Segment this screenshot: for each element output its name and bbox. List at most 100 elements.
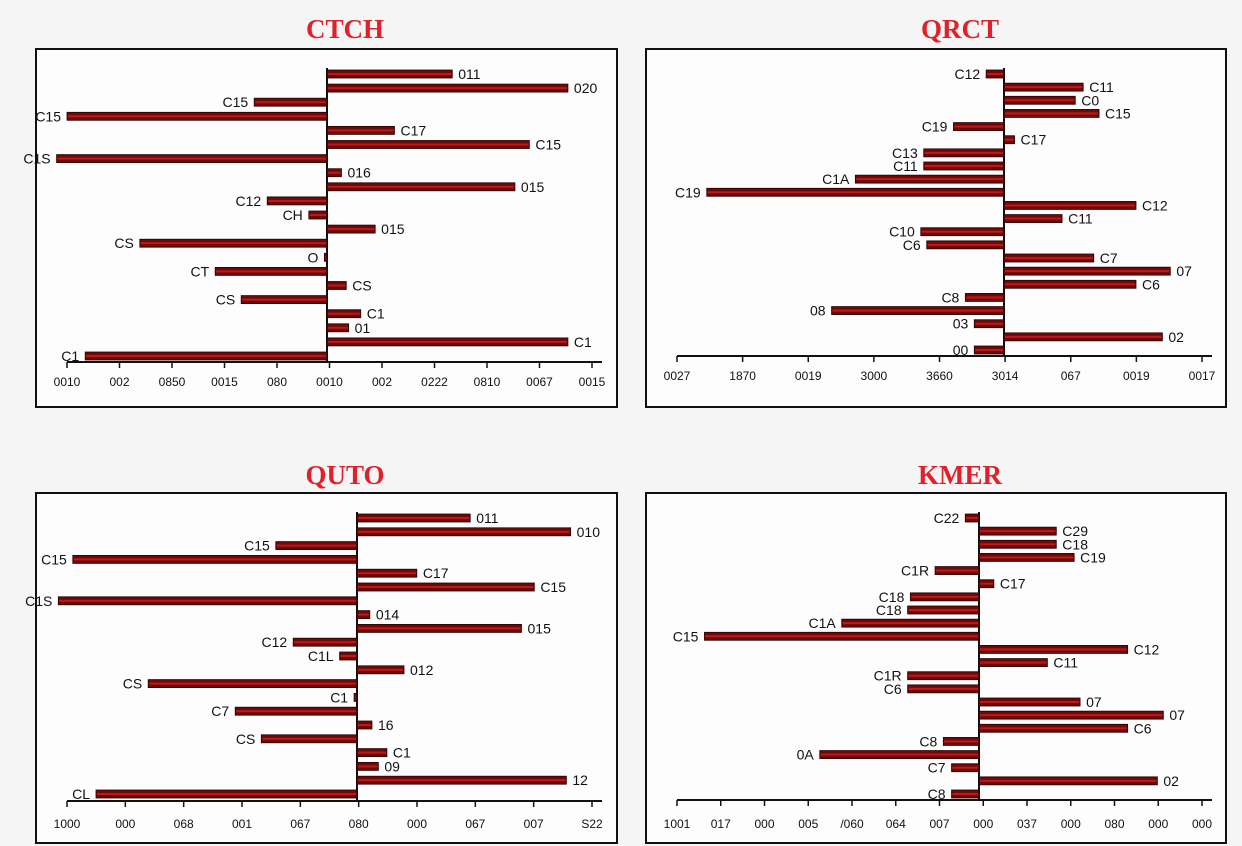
x-tick-label: 0010 bbox=[316, 375, 343, 389]
bar-highlight bbox=[358, 572, 416, 575]
bar-label: C11 bbox=[1053, 655, 1078, 671]
bar-highlight bbox=[980, 582, 993, 585]
bar-highlight bbox=[325, 256, 326, 259]
bar-highlight bbox=[358, 613, 369, 616]
bar-label: C11 bbox=[1089, 79, 1114, 95]
bar-highlight bbox=[980, 530, 1056, 533]
bar-highlight bbox=[980, 701, 1080, 703]
x-tick-label: 1000 bbox=[54, 817, 81, 831]
bar-label: 014 bbox=[376, 607, 400, 623]
bar-label: C7 bbox=[928, 760, 946, 776]
x-tick-label: 000 bbox=[973, 817, 993, 831]
bar-highlight bbox=[954, 125, 1003, 128]
bar-highlight bbox=[1005, 86, 1083, 89]
chart-svg-quto: 011 010 C15 C15 C17 C15 C1S 014 015 C12 C1L 012 CS C1… bbox=[25, 510, 603, 831]
bar-label: C11 bbox=[893, 158, 918, 174]
bar-highlight bbox=[328, 326, 348, 329]
bar-highlight bbox=[911, 595, 978, 598]
bar-highlight bbox=[236, 710, 356, 713]
chart-panel-qrct: C12 C11 C0 C15 C19 C17 C13 C11 C1A C19 C12 C11 C10 C6… bbox=[645, 48, 1227, 408]
x-tick-label: 002 bbox=[372, 375, 392, 389]
bar-label: C8 bbox=[919, 733, 937, 749]
bar-label: CS bbox=[114, 235, 133, 251]
bar-label: C0 bbox=[1081, 92, 1099, 108]
bar-highlight bbox=[856, 178, 1003, 181]
bar-label: C15 bbox=[540, 579, 566, 595]
bar-label: 016 bbox=[347, 165, 371, 181]
bar-highlight bbox=[987, 73, 1003, 75]
x-tick-label: 0017 bbox=[1189, 369, 1216, 383]
x-tick-label: 080 bbox=[267, 375, 287, 389]
bar-label: C15 bbox=[535, 137, 561, 153]
bar-highlight bbox=[328, 312, 360, 315]
x-tick-label: 007 bbox=[929, 817, 949, 831]
bar-label: 02 bbox=[1168, 329, 1184, 345]
bar-highlight bbox=[276, 544, 356, 547]
x-tick-label: 002 bbox=[109, 375, 129, 389]
chart-title-ctch: CTCH bbox=[305, 14, 384, 44]
bar-label: C1 bbox=[574, 334, 592, 350]
x-tick-label: 3014 bbox=[992, 369, 1019, 383]
bar-highlight bbox=[1005, 204, 1135, 207]
x-tick-label: 1001 bbox=[664, 817, 691, 831]
x-tick-label: 068 bbox=[174, 817, 194, 831]
x-tick-label: 064 bbox=[886, 817, 906, 831]
bar-label: C1L bbox=[308, 648, 334, 664]
bar-label: C1S bbox=[23, 151, 50, 167]
bar-label: C1A bbox=[808, 615, 836, 631]
bar-highlight bbox=[140, 242, 326, 245]
bar-label: 015 bbox=[521, 179, 545, 195]
bar-highlight bbox=[355, 696, 356, 699]
bar-highlight bbox=[908, 609, 978, 611]
bar-highlight bbox=[68, 115, 326, 118]
bar-highlight bbox=[328, 143, 529, 146]
bar-label: CS bbox=[236, 731, 255, 747]
bar-highlight bbox=[328, 228, 375, 231]
bar-label: C29 bbox=[1062, 523, 1088, 539]
bar-highlight bbox=[842, 622, 978, 625]
bar-highlight bbox=[1005, 138, 1014, 141]
bar-label: C10 bbox=[889, 224, 915, 240]
bar-label: 015 bbox=[528, 620, 552, 636]
chart-panel-ctch: 011 020 C15 C15 C17 C15 C1S 016 015 C12 CH 015 CS O CT… bbox=[23, 48, 618, 408]
bar-label: 16 bbox=[378, 717, 394, 733]
x-tick-label: 000 bbox=[407, 817, 427, 831]
bar-label: 0A bbox=[797, 747, 815, 763]
bar-highlight bbox=[980, 543, 1056, 546]
bar-label: 00 bbox=[953, 342, 969, 358]
bar-highlight bbox=[1005, 335, 1162, 338]
bar-highlight bbox=[97, 793, 356, 795]
bar-highlight bbox=[952, 766, 978, 769]
bar-label: 07 bbox=[1176, 263, 1192, 279]
bar-highlight bbox=[1005, 112, 1099, 115]
bar-label: C8 bbox=[928, 786, 946, 802]
bar-label: C12 bbox=[1134, 641, 1160, 657]
x-tick-label: 3660 bbox=[926, 369, 953, 383]
bar-highlight bbox=[328, 73, 452, 75]
bar-highlight bbox=[59, 599, 357, 602]
bar-label: CT bbox=[191, 263, 210, 279]
chart-svg-kmer: C22C29C18C19C1RC17C18C18C1AC15C12C11C1RC… bbox=[664, 510, 1213, 831]
bar-highlight bbox=[358, 724, 371, 726]
x-tick-label: 007 bbox=[524, 817, 544, 831]
bar-highlight bbox=[216, 270, 326, 273]
bar-highlight bbox=[73, 558, 357, 561]
bar-label: C15 bbox=[673, 628, 699, 644]
bar-label: 012 bbox=[410, 662, 434, 678]
bar-label: C7 bbox=[1100, 250, 1118, 266]
x-tick-label: 037 bbox=[1017, 817, 1037, 831]
bar-label: C1R bbox=[874, 668, 902, 684]
bar-label: C7 bbox=[211, 703, 229, 719]
bar-label: C13 bbox=[892, 145, 918, 161]
bar-highlight bbox=[358, 779, 566, 782]
x-tick-label: 080 bbox=[1104, 817, 1124, 831]
x-tick-label: 000 bbox=[1148, 817, 1168, 831]
bar-highlight bbox=[358, 765, 378, 768]
bar-label: CS bbox=[216, 292, 235, 308]
bar-highlight bbox=[340, 655, 356, 657]
chart-svg-ctch: 011 020 C15 C15 C17 C15 C1S 016 015 C12 CH 015 CS O CT… bbox=[23, 66, 605, 389]
bar-label: 09 bbox=[384, 758, 400, 774]
x-tick-label: 0019 bbox=[795, 369, 822, 383]
bar-highlight bbox=[358, 751, 386, 754]
bar-label: C15 bbox=[1105, 105, 1131, 121]
